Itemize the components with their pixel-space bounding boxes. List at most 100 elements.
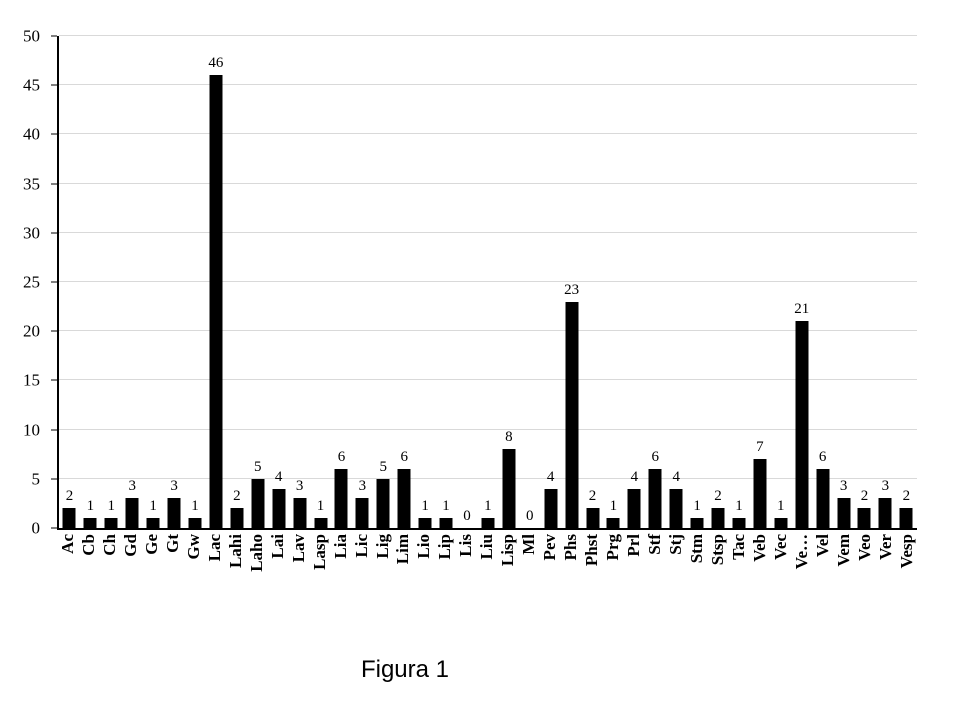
bar <box>857 508 871 528</box>
x-label-slot: Lasp <box>309 534 330 612</box>
bar <box>397 468 411 528</box>
x-category-label: Liu <box>477 534 497 560</box>
x-category-label: Gt <box>162 534 182 553</box>
bar-slot: 4 <box>666 36 687 528</box>
bar <box>167 498 181 528</box>
bar <box>125 498 139 528</box>
bar-slot: 1 <box>415 36 436 528</box>
bar-value-label: 2 <box>714 488 722 505</box>
x-category-label: Gd <box>120 534 140 557</box>
x-category-label: Ge <box>141 534 161 555</box>
x-label-slot: Phst <box>581 534 602 612</box>
bar <box>272 488 286 528</box>
gridline <box>59 231 917 233</box>
y-tick-mark <box>51 84 57 86</box>
x-category-label: Lai <box>267 534 287 559</box>
x-label-slot: Pev <box>539 534 560 612</box>
x-category-label: Lasp <box>309 534 329 570</box>
x-label-slot: Gd <box>120 534 141 612</box>
bar-value-label: 1 <box>86 498 95 515</box>
bar <box>711 508 725 528</box>
x-category-label: Veb <box>749 534 769 562</box>
x-label-slot: Ac <box>57 534 78 612</box>
bar <box>899 508 913 528</box>
bar-value-label: 8 <box>505 429 513 446</box>
bar <box>732 518 746 528</box>
bar-slot: 1 <box>770 36 791 528</box>
bar-slot: 7 <box>749 36 770 528</box>
bar-slot: 2 <box>59 36 80 528</box>
bar-value-label: 4 <box>546 468 555 485</box>
bar-slot: 1 <box>143 36 164 528</box>
bar-value-label: 4 <box>274 468 283 485</box>
bar <box>669 488 683 528</box>
x-category-label: Stm <box>687 534 707 564</box>
y-tick-label: 15 <box>23 370 40 390</box>
bar <box>606 518 620 528</box>
bar-value-label: 1 <box>149 498 157 515</box>
x-category-label: Cb <box>78 534 98 556</box>
x-category-label: Lav <box>288 534 308 563</box>
x-category-label: Lio <box>414 534 434 559</box>
bar-slot: 3 <box>122 36 143 528</box>
x-category-label: Vec <box>770 534 790 560</box>
x-label-slot: Lig <box>372 534 393 612</box>
x-category-label: Lis <box>456 534 476 557</box>
x-label-slot: Laho <box>246 534 267 612</box>
bar-slot: 6 <box>645 36 666 528</box>
bar <box>627 488 641 528</box>
x-label-slot: Lio <box>413 534 434 612</box>
bar-value-label: 0 <box>525 508 534 524</box>
x-label-slot: Prg <box>602 534 623 612</box>
y-tick-label: 30 <box>23 223 40 243</box>
bar <box>230 508 244 528</box>
bar-value-label: 1 <box>609 498 618 515</box>
bar-value-label: 1 <box>191 498 199 515</box>
bar <box>837 498 851 528</box>
bar-value-label: 23 <box>564 281 580 298</box>
bar-slot: 1 <box>477 36 498 528</box>
bar-slot: 1 <box>101 36 122 528</box>
y-tick-mark <box>51 232 57 234</box>
bar-slot: 2 <box>896 36 917 528</box>
x-category-label: Lia <box>330 534 350 559</box>
y-tick-label: 40 <box>23 124 40 144</box>
x-category-label: Stsp <box>708 534 728 566</box>
gridlines <box>59 35 917 528</box>
bar-value-label: 1 <box>107 498 116 515</box>
x-category-label: Lac <box>204 534 224 562</box>
gridline <box>59 428 917 430</box>
x-label-slot: Gt <box>162 534 183 612</box>
y-tick-mark <box>51 133 57 135</box>
bar-slot: 5 <box>373 36 394 528</box>
bar <box>146 518 160 528</box>
x-category-label: Ver <box>875 534 895 560</box>
gridline <box>59 84 917 86</box>
x-category-label: Ml <box>519 534 539 555</box>
gridline <box>59 133 917 135</box>
bar-value-label: 21 <box>794 301 810 318</box>
bar-slot: 3 <box>352 36 373 528</box>
x-category-label: Lic <box>351 534 371 558</box>
bar-value-label: 3 <box>358 478 367 495</box>
plot-area: 2 1 1 3 1 3 1 46 2 5 4 3 1 6 3 5 6 1 1 0 1 8 0 4 23 2 1 4 6 4 1 2 1 7 1 21 6… <box>57 35 917 530</box>
bar <box>251 478 265 528</box>
y-tick-mark <box>51 35 57 37</box>
bar-value-label: 3 <box>170 478 178 495</box>
x-category-label: Ac <box>57 534 77 554</box>
bar-value-label: 4 <box>630 468 639 485</box>
bar-slot: 6 <box>812 36 833 528</box>
x-category-label: Ch <box>99 534 119 556</box>
bar-value-label: 0 <box>463 508 471 524</box>
bar-value-label: 3 <box>839 478 848 495</box>
x-label-slot: Vec <box>770 534 791 612</box>
bar-slot: 1 <box>729 36 750 528</box>
bar <box>544 488 558 528</box>
bar <box>355 498 369 528</box>
bar-slot: 46 <box>205 36 226 528</box>
bar-slot: 1 <box>80 36 101 528</box>
bar-value-label: 6 <box>818 448 827 465</box>
x-category-label: Lig <box>372 534 392 559</box>
x-label-slot: Stf <box>644 534 665 612</box>
x-label-slot: Ml <box>518 534 539 612</box>
